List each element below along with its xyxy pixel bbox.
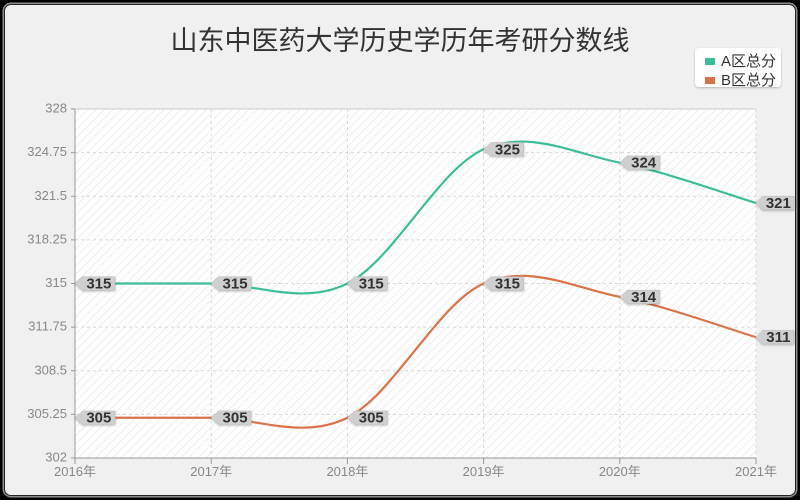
svg-text:328: 328 — [45, 101, 67, 116]
svg-text:302: 302 — [45, 450, 67, 465]
svg-text:2020年: 2020年 — [599, 464, 641, 479]
svg-text:324.75: 324.75 — [27, 144, 67, 159]
svg-text:305: 305 — [223, 410, 248, 427]
svg-text:A区总分: A区总分 — [721, 53, 776, 70]
svg-text:311: 311 — [766, 329, 790, 346]
svg-text:2016年: 2016年 — [54, 464, 96, 479]
svg-text:2018年: 2018年 — [326, 464, 368, 479]
svg-text:318.25: 318.25 — [27, 231, 67, 246]
svg-text:308.5: 308.5 — [34, 362, 67, 377]
svg-text:321: 321 — [766, 195, 791, 212]
svg-text:305: 305 — [359, 410, 384, 427]
svg-text:315: 315 — [86, 276, 111, 293]
svg-text:315: 315 — [45, 275, 67, 290]
svg-text:325: 325 — [495, 141, 520, 158]
svg-text:315: 315 — [223, 276, 248, 293]
svg-text:2017年: 2017年 — [190, 464, 232, 479]
svg-text:311.75: 311.75 — [28, 319, 67, 334]
svg-text:B区总分: B区总分 — [721, 72, 776, 89]
svg-text:315: 315 — [495, 276, 520, 293]
svg-text:2019年: 2019年 — [463, 464, 505, 479]
svg-text:324: 324 — [631, 155, 657, 172]
svg-text:305.25: 305.25 — [27, 406, 67, 421]
svg-text:314: 314 — [631, 289, 657, 306]
svg-text:305: 305 — [86, 410, 111, 427]
svg-text:315: 315 — [359, 276, 384, 293]
svg-text:2021年: 2021年 — [735, 464, 777, 479]
svg-text:321.5: 321.5 — [34, 188, 67, 203]
